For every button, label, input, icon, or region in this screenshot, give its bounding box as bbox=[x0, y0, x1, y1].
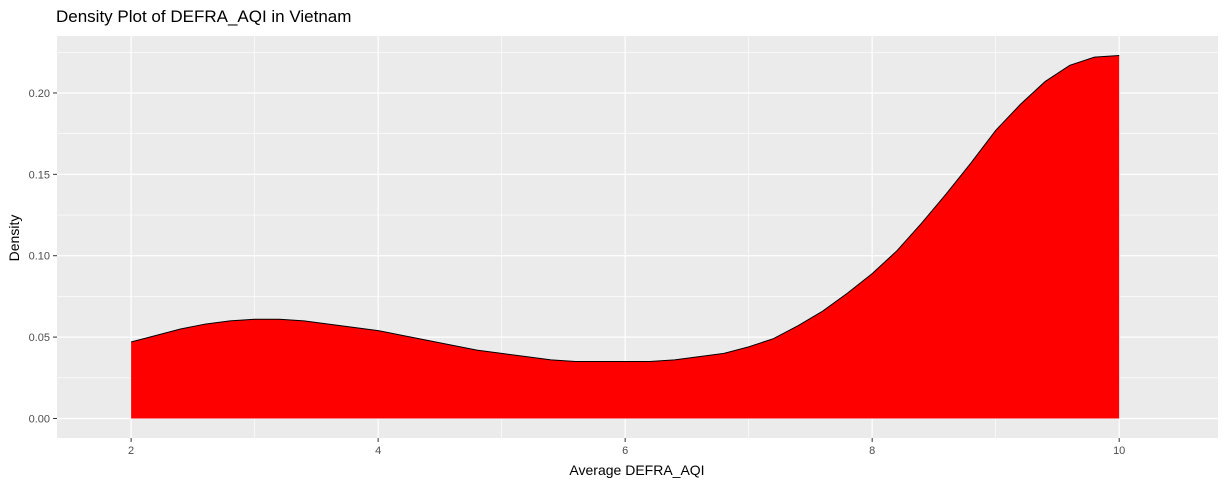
chart-title: Density Plot of DEFRA_AQI in Vietnam bbox=[56, 7, 351, 26]
y-tick-label: 0.10 bbox=[29, 251, 50, 263]
y-tick-label: 0.05 bbox=[29, 332, 50, 344]
x-tick-label: 2 bbox=[128, 445, 134, 457]
density-line bbox=[130, 55, 1120, 363]
density-layer bbox=[130, 55, 1120, 419]
y-tick-label: 0.00 bbox=[29, 413, 50, 425]
y-axis: 0.00 0.05 0.10 0.15 0.20 bbox=[29, 88, 57, 425]
y-tick-label: 0.15 bbox=[29, 169, 50, 181]
x-tick-label: 10 bbox=[1113, 445, 1125, 457]
x-axis: 2 4 6 8 10 bbox=[128, 438, 1125, 457]
density-area bbox=[131, 55, 1120, 419]
x-tick-label: 8 bbox=[869, 445, 875, 457]
y-tick-label: 0.20 bbox=[29, 88, 50, 100]
x-axis-label: Average DEFRA_AQI bbox=[569, 462, 704, 478]
x-tick-label: 4 bbox=[375, 445, 381, 457]
y-axis-label: Density bbox=[6, 215, 22, 262]
x-tick-label: 6 bbox=[622, 445, 628, 457]
